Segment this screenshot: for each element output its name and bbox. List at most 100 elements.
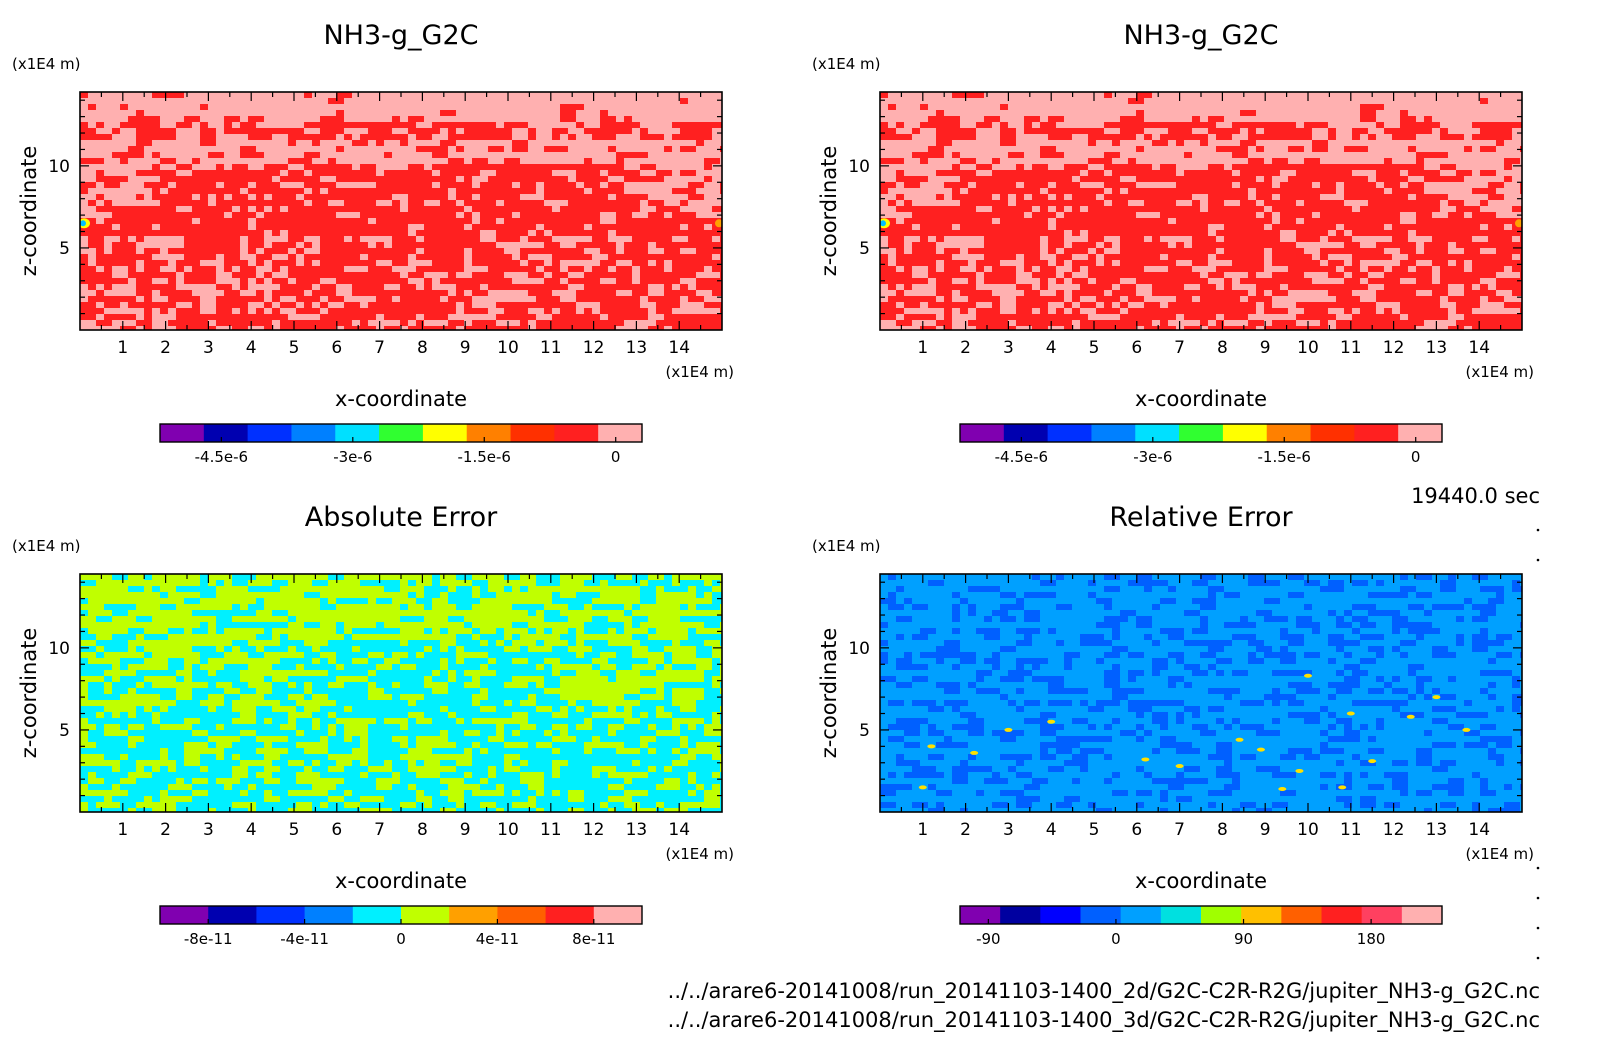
field-cell [352, 302, 360, 308]
field-cell [352, 236, 360, 242]
field-cell [488, 278, 496, 284]
field-cell [256, 634, 272, 640]
field-cell [384, 802, 392, 808]
field-cell [912, 230, 920, 236]
field-cell [208, 796, 224, 802]
field-cell [1008, 218, 1016, 224]
field-cell [1488, 146, 1496, 152]
field-cell [128, 296, 136, 302]
field-cell [1048, 170, 1056, 176]
field-cell [1264, 128, 1272, 134]
field-cell [1408, 254, 1416, 260]
field-cell [168, 664, 184, 670]
field-cell [904, 200, 912, 206]
field-cell [248, 604, 264, 610]
field-cell [264, 134, 272, 140]
field-cell [1184, 278, 1192, 284]
field-cell [1000, 592, 1016, 598]
field-cell [184, 308, 192, 314]
field-cell [384, 176, 392, 182]
field-cell [1464, 278, 1480, 284]
field-cell [648, 646, 664, 652]
field-cell [1320, 320, 1328, 326]
field-cell [1416, 188, 1424, 194]
field-cell [152, 706, 160, 712]
field-cell [1312, 628, 1320, 634]
field-cell [424, 604, 432, 610]
field-cell [440, 218, 448, 224]
field-cell [224, 754, 232, 760]
field-cell [688, 580, 704, 586]
field-cell [1176, 176, 1184, 182]
field-cell [688, 260, 696, 266]
field-cell [664, 772, 672, 778]
field-cell [104, 230, 112, 236]
field-cell [560, 634, 576, 640]
field-cell [1384, 194, 1400, 200]
field-cell [1480, 188, 1496, 194]
field-cell [112, 718, 120, 724]
field-cell [96, 122, 104, 128]
field-cell [472, 122, 480, 128]
field-cell [496, 284, 504, 290]
field-cell [1128, 314, 1136, 320]
field-cell [1192, 278, 1200, 284]
field-cell [896, 290, 904, 296]
field-cell [1400, 122, 1416, 128]
field-cell [1312, 122, 1328, 128]
field-cell [368, 224, 376, 230]
field-cell [1176, 134, 1184, 140]
field-cell [1088, 592, 1096, 598]
field-cell [392, 586, 400, 592]
field-cell [424, 314, 440, 320]
field-cell [224, 188, 232, 194]
field-cell [448, 658, 456, 664]
field-cell [192, 796, 208, 802]
field-cell [1320, 182, 1328, 188]
colorbar-swatch [1267, 424, 1311, 442]
field-cell [1288, 182, 1296, 188]
field-cell [600, 176, 608, 182]
field-cell [1192, 580, 1208, 586]
field-cell [936, 194, 944, 200]
field-cell [688, 664, 696, 670]
field-cell [1168, 254, 1184, 260]
field-cell [1304, 122, 1312, 128]
field-cell [384, 278, 392, 284]
field-cell [408, 592, 416, 598]
field-cell [1040, 206, 1048, 212]
field-cell [920, 634, 928, 640]
field-cell [384, 652, 392, 658]
x-tick-label: 3 [203, 338, 214, 358]
field-cell [1088, 194, 1096, 200]
field-cell [888, 604, 904, 610]
field-cell [928, 116, 944, 122]
field-cell [1360, 206, 1368, 212]
field-cell [1472, 290, 1480, 296]
field-cell [96, 248, 104, 254]
field-cell [1192, 598, 1200, 604]
field-cell [192, 200, 208, 206]
field-cell [280, 242, 296, 248]
field-cell [504, 128, 512, 134]
field-cell [1216, 134, 1232, 140]
field-cell [272, 296, 280, 302]
field-cell [296, 676, 312, 682]
colorbar-swatch [497, 906, 546, 924]
field-cell [352, 706, 360, 712]
field-cell [1104, 122, 1112, 128]
field-cell [704, 652, 712, 658]
field-cell [560, 164, 576, 170]
field-cell [552, 754, 568, 760]
field-cell [488, 754, 504, 760]
field-cell [176, 772, 192, 778]
field-cell [448, 616, 464, 622]
field-cell [448, 748, 464, 754]
field-cell [976, 122, 992, 128]
field-cell [1144, 272, 1152, 278]
field-cell [1104, 604, 1112, 610]
field-cell [136, 140, 152, 146]
field-cell [152, 206, 160, 212]
colorbar-swatch [305, 906, 354, 924]
field-cell [1320, 284, 1328, 290]
